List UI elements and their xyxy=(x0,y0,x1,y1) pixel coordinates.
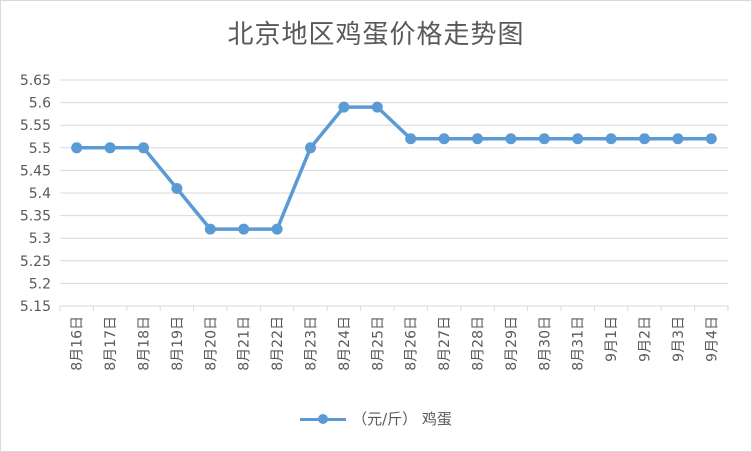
y-tick-label: 5.55 xyxy=(20,118,51,134)
data-point xyxy=(338,101,350,113)
x-tick-label: 8月17日 xyxy=(103,316,119,371)
y-tick-label: 5.65 xyxy=(20,73,51,89)
x-tick-label: 9月3日 xyxy=(671,316,687,362)
data-point xyxy=(138,142,149,154)
y-tick-label: 5.15 xyxy=(20,299,51,315)
y-tick-label: 5.5 xyxy=(29,141,51,157)
legend-label: （元/斤） 鸡蛋 xyxy=(352,410,452,428)
data-point xyxy=(572,133,584,145)
data-point xyxy=(672,133,684,145)
x-tick-label: 8月19日 xyxy=(170,316,186,371)
legend: （元/斤） 鸡蛋 xyxy=(0,408,752,429)
x-tick-label: 8月31日 xyxy=(571,316,587,371)
y-tick-label: 5.6 xyxy=(29,96,51,112)
y-tick-label: 5.45 xyxy=(20,163,51,179)
x-tick-label: 8月25日 xyxy=(370,316,386,371)
x-tick-label: 8月16日 xyxy=(70,316,86,371)
y-tick-label: 5.3 xyxy=(29,231,51,247)
x-tick-label: 8月29日 xyxy=(504,316,520,371)
y-tick-label: 5.35 xyxy=(20,209,51,225)
x-tick-label: 9月1日 xyxy=(604,316,620,362)
data-point xyxy=(204,223,216,235)
x-tick-label: 9月4日 xyxy=(704,316,720,362)
data-point xyxy=(438,133,450,145)
data-point xyxy=(705,133,717,145)
chart-title: 北京地区鸡蛋价格走势图 xyxy=(227,20,525,50)
data-point xyxy=(405,133,417,145)
legend-marker xyxy=(300,413,347,425)
y-tick-label: 5.4 xyxy=(29,186,51,202)
data-point xyxy=(371,101,383,113)
data-point xyxy=(305,142,316,154)
x-tick-label: 8月21日 xyxy=(237,316,253,371)
x-tick-label: 8月27日 xyxy=(437,316,453,371)
x-tick-label: 8月22日 xyxy=(270,316,286,371)
x-tick-label: 9月2日 xyxy=(638,316,654,362)
data-point xyxy=(271,223,283,235)
data-point xyxy=(505,133,517,145)
y-tick-label: 5.2 xyxy=(29,276,51,292)
data-point xyxy=(538,133,550,145)
data-point xyxy=(104,142,116,154)
data-point xyxy=(605,133,617,145)
data-point xyxy=(71,142,83,154)
x-tick-label: 8月26日 xyxy=(404,316,420,371)
x-tick-label: 8月18日 xyxy=(137,316,153,371)
x-tick-label: 8月20日 xyxy=(203,316,219,371)
x-tick-label: 8月24日 xyxy=(337,316,353,371)
data-point xyxy=(472,133,483,145)
data-point xyxy=(238,223,250,235)
data-point xyxy=(639,133,650,145)
x-tick-label: 8月30日 xyxy=(537,316,553,371)
data-point xyxy=(171,182,183,194)
y-tick-label: 5.25 xyxy=(20,254,51,270)
x-tick-label: 8月28日 xyxy=(471,316,487,371)
series-line xyxy=(76,105,712,231)
x-tick-label: 8月23日 xyxy=(304,316,320,371)
